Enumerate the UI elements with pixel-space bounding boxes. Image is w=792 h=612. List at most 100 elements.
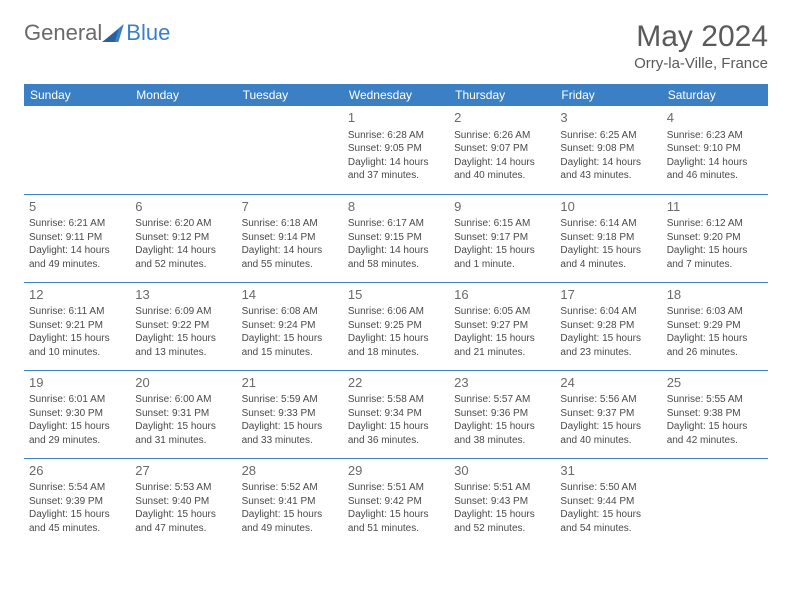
daylight-line: Daylight: 14 hours and 46 minutes. — [667, 156, 763, 183]
calendar-day-cell: 10Sunrise: 6:14 AMSunset: 9:18 PMDayligh… — [555, 194, 661, 282]
sunrise-line: Sunrise: 6:18 AM — [242, 217, 338, 231]
sunset-line: Sunset: 9:27 PM — [454, 319, 550, 333]
day-number: 21 — [242, 374, 338, 392]
calendar-day-cell: 21Sunrise: 5:59 AMSunset: 9:33 PMDayligh… — [237, 370, 343, 458]
calendar-empty-cell — [237, 106, 343, 194]
calendar-week-row: 26Sunrise: 5:54 AMSunset: 9:39 PMDayligh… — [24, 458, 768, 546]
day-number: 7 — [242, 198, 338, 216]
sunrise-line: Sunrise: 6:12 AM — [667, 217, 763, 231]
weekday-header: Monday — [130, 84, 236, 106]
sunset-line: Sunset: 9:07 PM — [454, 142, 550, 156]
daylight-line: Daylight: 15 hours and 47 minutes. — [135, 508, 231, 535]
calendar-week-row: 5Sunrise: 6:21 AMSunset: 9:11 PMDaylight… — [24, 194, 768, 282]
calendar-day-cell: 27Sunrise: 5:53 AMSunset: 9:40 PMDayligh… — [130, 458, 236, 546]
sunset-line: Sunset: 9:14 PM — [242, 231, 338, 245]
day-number: 28 — [242, 462, 338, 480]
sunset-line: Sunset: 9:38 PM — [667, 407, 763, 421]
calendar-body: 1Sunrise: 6:28 AMSunset: 9:05 PMDaylight… — [24, 106, 768, 546]
day-number: 5 — [29, 198, 125, 216]
calendar-day-cell: 20Sunrise: 6:00 AMSunset: 9:31 PMDayligh… — [130, 370, 236, 458]
logo: General Blue — [24, 20, 170, 46]
sunset-line: Sunset: 9:43 PM — [454, 495, 550, 509]
calendar-day-cell: 4Sunrise: 6:23 AMSunset: 9:10 PMDaylight… — [662, 106, 768, 194]
day-number: 29 — [348, 462, 444, 480]
day-number: 24 — [560, 374, 656, 392]
daylight-line: Daylight: 15 hours and 42 minutes. — [667, 420, 763, 447]
day-number: 31 — [560, 462, 656, 480]
sunrise-line: Sunrise: 6:04 AM — [560, 305, 656, 319]
sunrise-line: Sunrise: 6:03 AM — [667, 305, 763, 319]
daylight-line: Daylight: 15 hours and 23 minutes. — [560, 332, 656, 359]
calendar-day-cell: 12Sunrise: 6:11 AMSunset: 9:21 PMDayligh… — [24, 282, 130, 370]
daylight-line: Daylight: 15 hours and 4 minutes. — [560, 244, 656, 271]
sunset-line: Sunset: 9:36 PM — [454, 407, 550, 421]
sunrise-line: Sunrise: 5:56 AM — [560, 393, 656, 407]
location-subtitle: Orry-la-Ville, France — [634, 55, 768, 72]
sunset-line: Sunset: 9:11 PM — [29, 231, 125, 245]
sunset-line: Sunset: 9:05 PM — [348, 142, 444, 156]
day-number: 13 — [135, 286, 231, 304]
sunrise-line: Sunrise: 6:09 AM — [135, 305, 231, 319]
day-number: 18 — [667, 286, 763, 304]
calendar-day-cell: 24Sunrise: 5:56 AMSunset: 9:37 PMDayligh… — [555, 370, 661, 458]
calendar-week-row: 19Sunrise: 6:01 AMSunset: 9:30 PMDayligh… — [24, 370, 768, 458]
sunset-line: Sunset: 9:44 PM — [560, 495, 656, 509]
sunset-line: Sunset: 9:30 PM — [29, 407, 125, 421]
sunset-line: Sunset: 9:20 PM — [667, 231, 763, 245]
calendar-head: SundayMondayTuesdayWednesdayThursdayFrid… — [24, 84, 768, 106]
day-number: 8 — [348, 198, 444, 216]
sunset-line: Sunset: 9:25 PM — [348, 319, 444, 333]
day-number: 3 — [560, 109, 656, 127]
sunrise-line: Sunrise: 6:06 AM — [348, 305, 444, 319]
day-number: 2 — [454, 109, 550, 127]
sunset-line: Sunset: 9:21 PM — [29, 319, 125, 333]
daylight-line: Daylight: 15 hours and 45 minutes. — [29, 508, 125, 535]
calendar-table: SundayMondayTuesdayWednesdayThursdayFrid… — [24, 84, 768, 546]
day-number: 27 — [135, 462, 231, 480]
sunrise-line: Sunrise: 6:05 AM — [454, 305, 550, 319]
calendar-day-cell: 5Sunrise: 6:21 AMSunset: 9:11 PMDaylight… — [24, 194, 130, 282]
daylight-line: Daylight: 14 hours and 55 minutes. — [242, 244, 338, 271]
sunrise-line: Sunrise: 5:59 AM — [242, 393, 338, 407]
day-number: 1 — [348, 109, 444, 127]
sunset-line: Sunset: 9:24 PM — [242, 319, 338, 333]
sunrise-line: Sunrise: 6:08 AM — [242, 305, 338, 319]
daylight-line: Daylight: 14 hours and 49 minutes. — [29, 244, 125, 271]
sunset-line: Sunset: 9:40 PM — [135, 495, 231, 509]
day-number: 12 — [29, 286, 125, 304]
weekday-header: Friday — [555, 84, 661, 106]
sunset-line: Sunset: 9:39 PM — [29, 495, 125, 509]
sunset-line: Sunset: 9:29 PM — [667, 319, 763, 333]
sunrise-line: Sunrise: 5:51 AM — [348, 481, 444, 495]
weekday-header: Tuesday — [237, 84, 343, 106]
day-number: 20 — [135, 374, 231, 392]
day-number: 4 — [667, 109, 763, 127]
calendar-day-cell: 2Sunrise: 6:26 AMSunset: 9:07 PMDaylight… — [449, 106, 555, 194]
sunset-line: Sunset: 9:15 PM — [348, 231, 444, 245]
weekday-header: Saturday — [662, 84, 768, 106]
day-number: 22 — [348, 374, 444, 392]
sunrise-line: Sunrise: 6:14 AM — [560, 217, 656, 231]
calendar-day-cell: 22Sunrise: 5:58 AMSunset: 9:34 PMDayligh… — [343, 370, 449, 458]
calendar-day-cell: 3Sunrise: 6:25 AMSunset: 9:08 PMDaylight… — [555, 106, 661, 194]
daylight-line: Daylight: 15 hours and 31 minutes. — [135, 420, 231, 447]
daylight-line: Daylight: 15 hours and 26 minutes. — [667, 332, 763, 359]
weekday-header: Thursday — [449, 84, 555, 106]
sunset-line: Sunset: 9:34 PM — [348, 407, 444, 421]
calendar-day-cell: 1Sunrise: 6:28 AMSunset: 9:05 PMDaylight… — [343, 106, 449, 194]
header: General Blue May 2024 Orry-la-Ville, Fra… — [24, 20, 768, 72]
daylight-line: Daylight: 14 hours and 40 minutes. — [454, 156, 550, 183]
sunset-line: Sunset: 9:08 PM — [560, 142, 656, 156]
sunrise-line: Sunrise: 5:55 AM — [667, 393, 763, 407]
day-number: 16 — [454, 286, 550, 304]
sunset-line: Sunset: 9:12 PM — [135, 231, 231, 245]
daylight-line: Daylight: 15 hours and 15 minutes. — [242, 332, 338, 359]
sunset-line: Sunset: 9:42 PM — [348, 495, 444, 509]
calendar-empty-cell — [130, 106, 236, 194]
day-number: 9 — [454, 198, 550, 216]
calendar-day-cell: 26Sunrise: 5:54 AMSunset: 9:39 PMDayligh… — [24, 458, 130, 546]
daylight-line: Daylight: 15 hours and 51 minutes. — [348, 508, 444, 535]
day-number: 30 — [454, 462, 550, 480]
daylight-line: Daylight: 15 hours and 36 minutes. — [348, 420, 444, 447]
sunrise-line: Sunrise: 5:58 AM — [348, 393, 444, 407]
